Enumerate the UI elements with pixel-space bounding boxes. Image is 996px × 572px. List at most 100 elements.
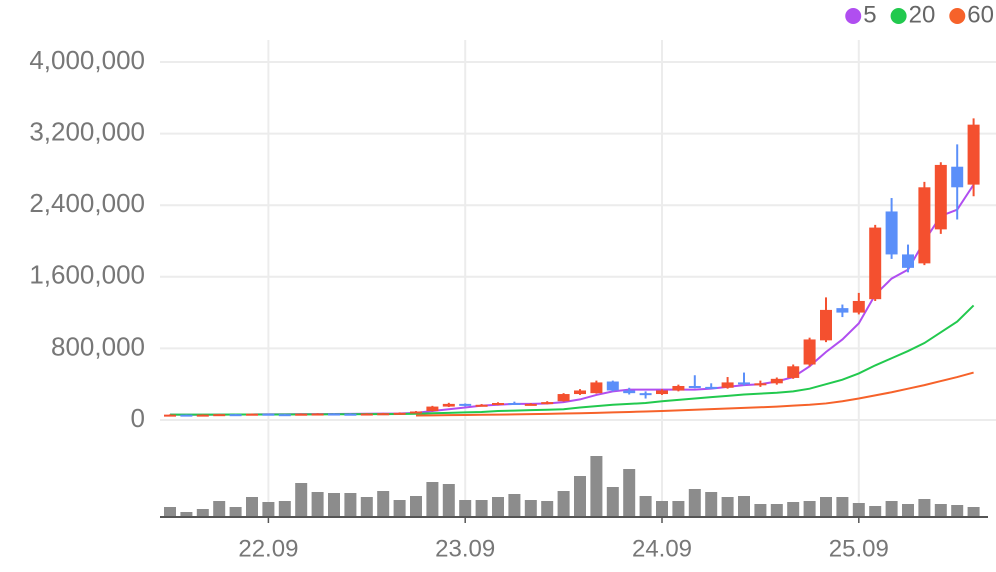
candle-body: [246, 413, 258, 416]
volume-bar: [442, 484, 455, 517]
candle-body: [754, 383, 767, 386]
volume-bar: [459, 500, 472, 517]
volume-bar: [967, 507, 980, 517]
volume-bar: [492, 497, 504, 517]
volume-bar: [229, 507, 242, 517]
y-tick-label: 800,000: [51, 331, 145, 361]
volume-bar: [623, 469, 636, 517]
candle-body: [852, 300, 865, 313]
ma-line: [415, 371, 974, 417]
volume-bar: [328, 493, 340, 517]
candle-body: [803, 339, 816, 365]
volume-bar: [836, 497, 849, 517]
volume-bar: [639, 496, 652, 517]
candle-body: [180, 414, 193, 417]
volume-bar: [541, 501, 554, 517]
candle-body: [164, 414, 176, 417]
candle-body: [787, 366, 800, 378]
candle-body: [656, 390, 668, 395]
candle-body: [442, 403, 455, 407]
volume-bar: [262, 502, 275, 517]
volume-bar: [196, 509, 209, 517]
volume-bar: [656, 501, 668, 517]
volume-bar: [902, 504, 914, 517]
candle-body: [705, 386, 718, 389]
candle-body: [902, 254, 914, 268]
volume-bar: [803, 501, 816, 517]
legend-dot: [949, 8, 966, 24]
candle-body: [557, 394, 570, 402]
candle-body: [770, 378, 783, 384]
volume-bar: [688, 489, 701, 517]
volume-bar: [951, 505, 964, 517]
candle-body: [311, 413, 324, 416]
y-tick-label: 0: [131, 403, 145, 433]
candle-body: [328, 413, 340, 416]
candle-body: [377, 413, 390, 416]
candle-body: [574, 390, 586, 395]
volume-bar: [180, 512, 193, 517]
volume-bar: [672, 501, 685, 517]
x-tick-label: 22.09: [238, 535, 298, 562]
volume-bar: [213, 501, 226, 517]
candle-body: [672, 385, 685, 391]
volume-bar: [360, 497, 373, 517]
volume-bar: [295, 483, 308, 517]
volume-bar: [869, 506, 882, 517]
candle-body: [541, 402, 554, 405]
candle-body: [590, 382, 603, 394]
candle-body: [213, 414, 226, 417]
y-tick-label: 2,400,000: [29, 188, 145, 218]
candle-body: [278, 414, 291, 417]
legend-dot: [890, 8, 907, 24]
volume-bar: [820, 497, 832, 517]
candle-body: [869, 227, 882, 300]
volume-bar: [311, 492, 324, 517]
candle-body: [623, 390, 636, 394]
volume-bar: [770, 504, 783, 517]
volume-bar: [393, 500, 406, 517]
candle-body: [262, 413, 275, 416]
volume-bar: [557, 491, 570, 517]
volume-bar: [918, 499, 931, 517]
candle-body: [738, 382, 750, 385]
y-tick-label: 3,200,000: [29, 116, 145, 146]
volume-bar: [344, 493, 357, 517]
x-tick-label: 24.09: [632, 535, 692, 562]
legend-label: 5: [863, 1, 876, 28]
candle-body: [360, 413, 373, 416]
volume-bar: [524, 500, 537, 517]
candle-body: [295, 413, 308, 416]
x-tick-label: 25.09: [829, 535, 889, 562]
candle-body: [344, 413, 357, 416]
candle-body: [721, 382, 734, 388]
volume-bar: [475, 500, 488, 517]
candle-body: [196, 414, 209, 417]
candle-body: [229, 414, 242, 417]
volume-bar: [721, 497, 734, 517]
ma-line: [170, 304, 975, 416]
candle-body: [688, 385, 701, 388]
volume-bar: [885, 501, 898, 517]
legend-dot: [845, 8, 862, 24]
candle-body: [820, 309, 832, 341]
candle-body: [508, 402, 521, 405]
ma-line: [169, 184, 975, 416]
legend-label: 20: [909, 1, 936, 28]
volume-bar: [738, 496, 750, 517]
candle-body: [524, 403, 537, 406]
volume-bar: [852, 503, 865, 517]
candle-body: [606, 381, 619, 391]
volume-bar: [410, 496, 422, 517]
volume-bar: [278, 501, 291, 517]
volume-bar: [934, 504, 947, 517]
legend-label: 60: [967, 1, 994, 28]
candle-body: [934, 164, 947, 230]
volume-bar: [377, 491, 390, 517]
candle-body: [885, 211, 898, 255]
candle-body: [410, 411, 422, 414]
candle-body: [492, 402, 504, 405]
candle-body: [918, 187, 931, 264]
